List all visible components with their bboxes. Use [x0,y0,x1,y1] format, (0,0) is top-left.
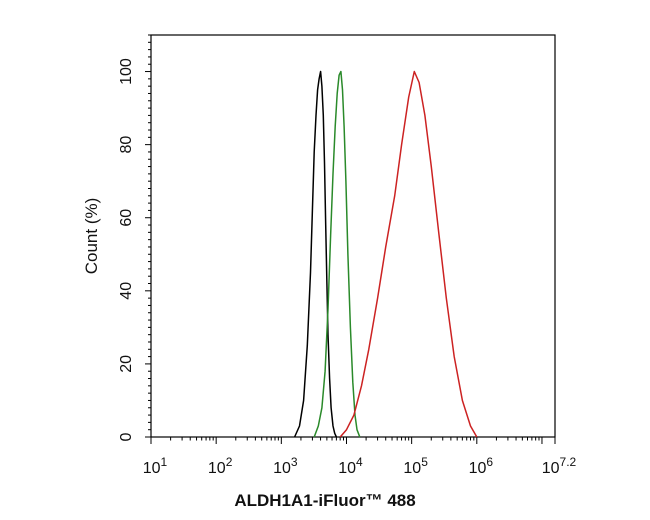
y-tick-label: 20 [118,355,135,373]
x-tick-label: 104 [338,455,363,477]
y-tick-label: 80 [118,136,135,154]
plot-frame [150,34,556,438]
y-tick-label: 60 [118,209,135,227]
x-tick-label: 105 [403,455,428,477]
y-tick-label: 100 [118,58,135,85]
x-axis-title: ALDH1A1-iFluor™ 488 [234,491,415,510]
y-tick-label: 40 [118,282,135,300]
histogram-line-1 [293,70,338,438]
y-axis: 0 20 40 60 80 100 [118,34,151,441]
x-tick-label: 101 [143,455,168,477]
x-tick-label: 102 [208,455,233,477]
y-axis-title: Count (%) [82,198,101,275]
x-tick-label: 103 [273,455,298,477]
x-axis: 101 102 103 104 105 106 107.2 [143,437,577,477]
histogram-line-2 [313,70,361,438]
histogram-line-3 [339,70,478,438]
y-tick-label: 0 [118,432,135,441]
series-layer [293,70,478,438]
x-tick-label: 106 [469,455,494,477]
x-tick-label: 107.2 [542,455,577,477]
